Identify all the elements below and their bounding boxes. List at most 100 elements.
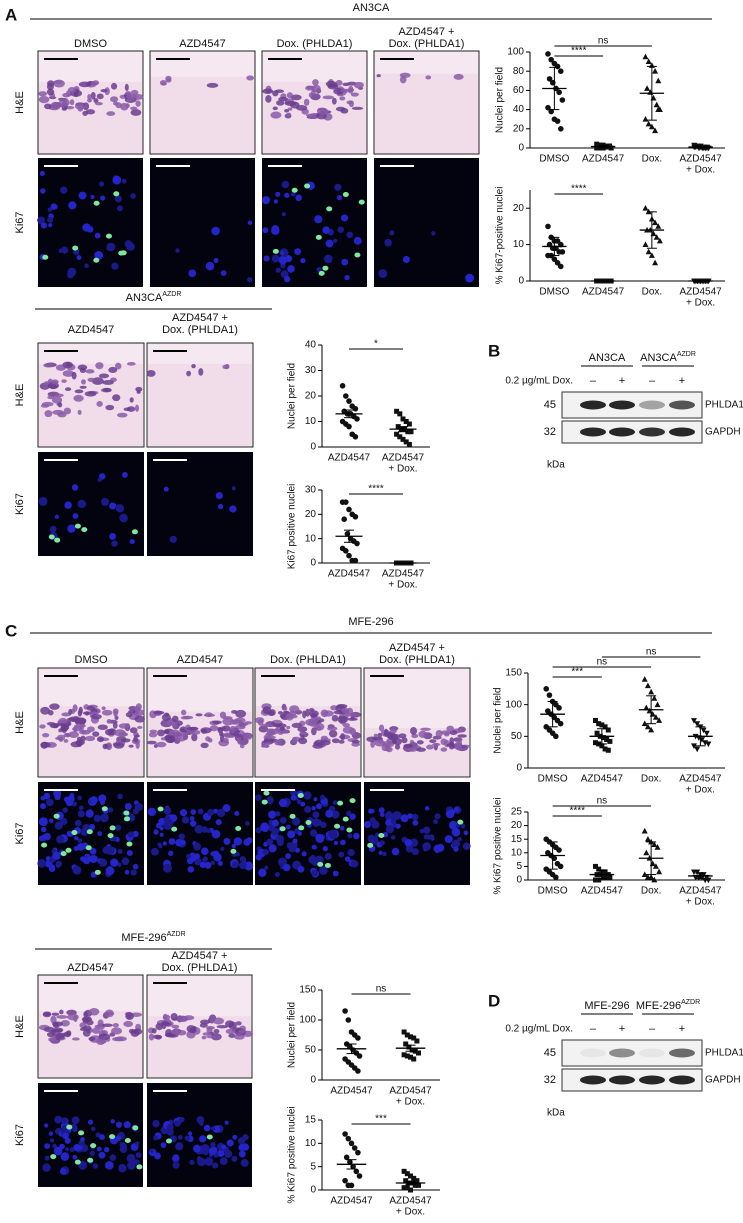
cell [129, 397, 134, 403]
cell [46, 88, 55, 96]
nucleus [215, 819, 222, 826]
nucleus [208, 1147, 217, 1156]
cell [327, 726, 338, 731]
cell [231, 710, 238, 714]
cell [112, 394, 121, 402]
point [400, 416, 406, 422]
point [655, 77, 662, 84]
cell [81, 379, 86, 385]
point [596, 877, 602, 883]
cell [46, 1031, 56, 1038]
point [645, 248, 652, 255]
cell [146, 740, 157, 745]
x-tick-label: AZD4547 [382, 453, 425, 464]
cell [41, 401, 54, 407]
point [352, 405, 359, 412]
point [351, 1145, 358, 1151]
nucleus [203, 1124, 211, 1132]
y-tick-label: 0 [516, 763, 522, 774]
y-axis-label: % Ki67 positive nuclei [287, 1106, 298, 1203]
nucleus [313, 797, 318, 802]
point [605, 747, 611, 753]
nucleus [62, 807, 68, 813]
cell [378, 724, 385, 732]
ki67-nucleus [42, 254, 49, 260]
tissue [151, 76, 254, 153]
cell [182, 715, 194, 720]
point [404, 1053, 410, 1059]
nucleus [332, 800, 338, 805]
ki67-nucleus [53, 813, 60, 819]
nucleus [62, 1132, 69, 1140]
nucleus [353, 236, 362, 245]
nucleus [247, 220, 253, 226]
cell [126, 406, 136, 412]
cell [265, 732, 274, 736]
cell [125, 1012, 134, 1020]
ki67-nucleus [54, 537, 61, 543]
nucleus [346, 231, 354, 239]
point [406, 1044, 412, 1050]
nucleus [202, 857, 208, 863]
nucleus [262, 227, 269, 234]
nucleus [449, 809, 456, 815]
point [416, 1182, 421, 1188]
nucleus [110, 858, 119, 867]
point [642, 205, 649, 211]
cell [186, 370, 192, 377]
nucleus [64, 1137, 71, 1144]
x-tick-label: AZD4547 [581, 886, 624, 897]
cell [161, 1021, 169, 1025]
nucleus [226, 1139, 234, 1147]
nucleus [109, 1154, 117, 1161]
point [546, 76, 553, 82]
cell [101, 706, 106, 711]
nucleus [69, 1147, 75, 1153]
nucleus [130, 869, 137, 876]
ki67-nucleus [235, 826, 242, 832]
nucleus [130, 193, 136, 199]
band [669, 1075, 695, 1085]
ki67-nucleus [78, 1130, 85, 1136]
ki67-nucleus [85, 845, 92, 851]
x-tick-label: + Dox. [396, 1207, 425, 1218]
nucleus [117, 849, 123, 854]
nucleus [115, 1135, 122, 1142]
cell [264, 738, 269, 743]
nucleus [44, 1143, 50, 1149]
cell [120, 738, 131, 743]
nucleus [322, 846, 328, 852]
x-tick-label: AZD4547 [581, 774, 624, 785]
marker-size: 32 [544, 1074, 556, 1086]
nucleus [121, 178, 127, 184]
nucleus [159, 832, 164, 837]
cell [65, 361, 72, 366]
cell [298, 737, 308, 745]
cell [342, 723, 351, 728]
nucleus [74, 819, 82, 827]
point [656, 237, 663, 244]
cell [306, 85, 316, 90]
point [644, 682, 651, 689]
point [348, 1140, 355, 1147]
nucleus [347, 848, 355, 857]
point [644, 836, 651, 842]
cell [287, 107, 293, 111]
nucleus [159, 826, 164, 831]
nucleus [70, 1123, 78, 1131]
cell [83, 1011, 88, 1018]
nucleus [187, 1131, 193, 1136]
cell [391, 738, 397, 745]
y-tick-label: 100 [507, 47, 524, 58]
cell [52, 1022, 60, 1029]
cell [165, 75, 172, 82]
point [403, 1041, 409, 1047]
nucleus [124, 803, 132, 811]
cell [57, 402, 63, 408]
point [404, 1185, 410, 1191]
point [644, 85, 651, 91]
nucleus [64, 1147, 70, 1152]
band [639, 1048, 665, 1058]
nucleus [201, 826, 208, 833]
ki67-nucleus [109, 1134, 116, 1140]
